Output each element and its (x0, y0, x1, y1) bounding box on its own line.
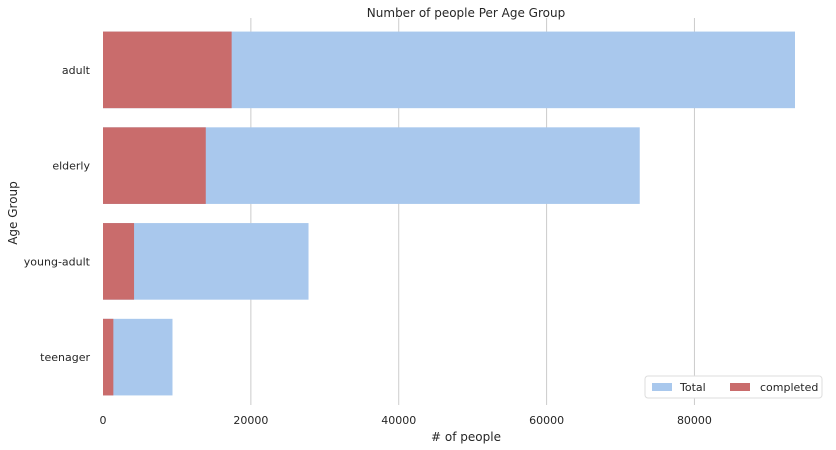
y-tick-label: teenager (40, 351, 90, 364)
bar-total-teenager (103, 318, 173, 396)
y-tick-label: adult (62, 64, 91, 77)
bar-completed-elderly (103, 127, 206, 204)
y-tick-label: elderly (52, 160, 90, 173)
bar-total-young-adult (103, 223, 309, 300)
chart-title: Number of people Per Age Group (367, 6, 565, 20)
legend: Total completed (644, 375, 823, 399)
x-tick-label: 60000 (529, 414, 564, 427)
legend-swatch-total (652, 383, 672, 391)
x-tick-labels: 0 20000 40000 60000 80000 (100, 414, 712, 427)
y-tick-label: young-adult (24, 255, 91, 268)
bars (103, 31, 795, 396)
y-tick-labels: adult elderly young-adult teenager (24, 64, 91, 364)
bar-completed-young-adult (103, 223, 135, 300)
legend-swatch-completed (730, 383, 750, 391)
x-tick-label: 20000 (233, 414, 268, 427)
legend-label-completed: completed (760, 381, 818, 394)
x-tick-label: 40000 (381, 414, 416, 427)
legend-label-total: Total (679, 381, 706, 394)
bar-completed-teenager (103, 318, 114, 396)
x-axis-label: # of people (431, 430, 501, 444)
bar-completed-adult (103, 31, 232, 109)
x-tick-label: 80000 (677, 414, 712, 427)
x-tick-label: 0 (100, 414, 107, 427)
y-axis-label: Age Group (6, 181, 20, 245)
